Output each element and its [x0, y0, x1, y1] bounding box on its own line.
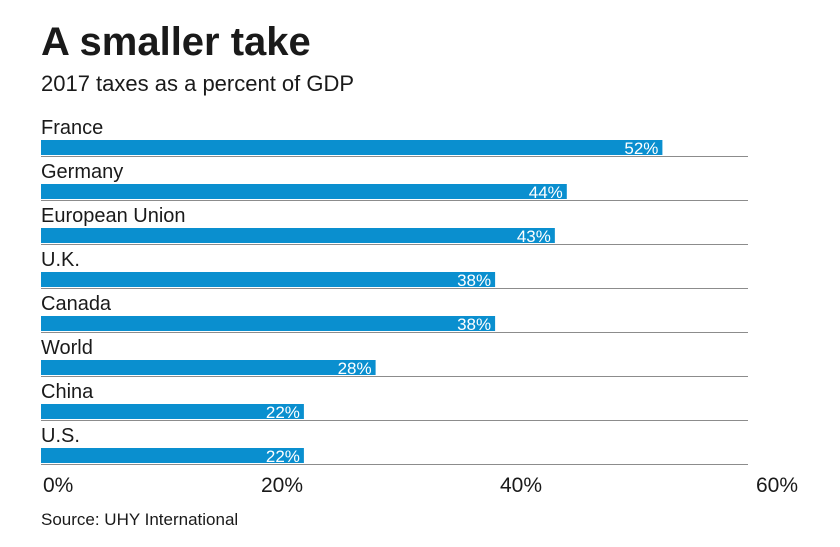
category-label: Germany	[41, 161, 123, 183]
category-label: U.S.	[41, 425, 80, 447]
x-tick-label: 0%	[43, 474, 73, 497]
category-label: European Union	[41, 205, 186, 227]
x-tick-label: 40%	[500, 474, 542, 497]
category-label: Canada	[41, 293, 112, 315]
chart-title: A smaller take	[41, 20, 311, 64]
bar	[41, 228, 555, 243]
value-label: 38%	[457, 315, 491, 334]
value-label: 38%	[457, 271, 491, 290]
value-label: 44%	[529, 183, 563, 202]
bar	[41, 140, 663, 155]
bar	[41, 316, 496, 331]
category-label: U.K.	[41, 249, 80, 271]
value-label: 52%	[624, 139, 658, 158]
value-label: 22%	[266, 403, 300, 422]
bar	[41, 184, 567, 199]
x-tick-label: 60%	[756, 474, 798, 497]
value-label: 28%	[338, 359, 372, 378]
category-label: France	[41, 117, 103, 139]
bar	[41, 272, 496, 287]
source-note: Source: UHY International	[41, 510, 239, 529]
bar	[41, 360, 376, 375]
category-label: China	[41, 381, 94, 403]
bar	[41, 404, 304, 419]
value-label: 22%	[266, 447, 300, 466]
chart-subtitle: 2017 taxes as a percent of GDP	[41, 71, 355, 96]
category-label: World	[41, 337, 93, 359]
bar	[41, 448, 304, 463]
value-label: 43%	[517, 227, 551, 246]
x-tick-label: 20%	[261, 474, 303, 497]
